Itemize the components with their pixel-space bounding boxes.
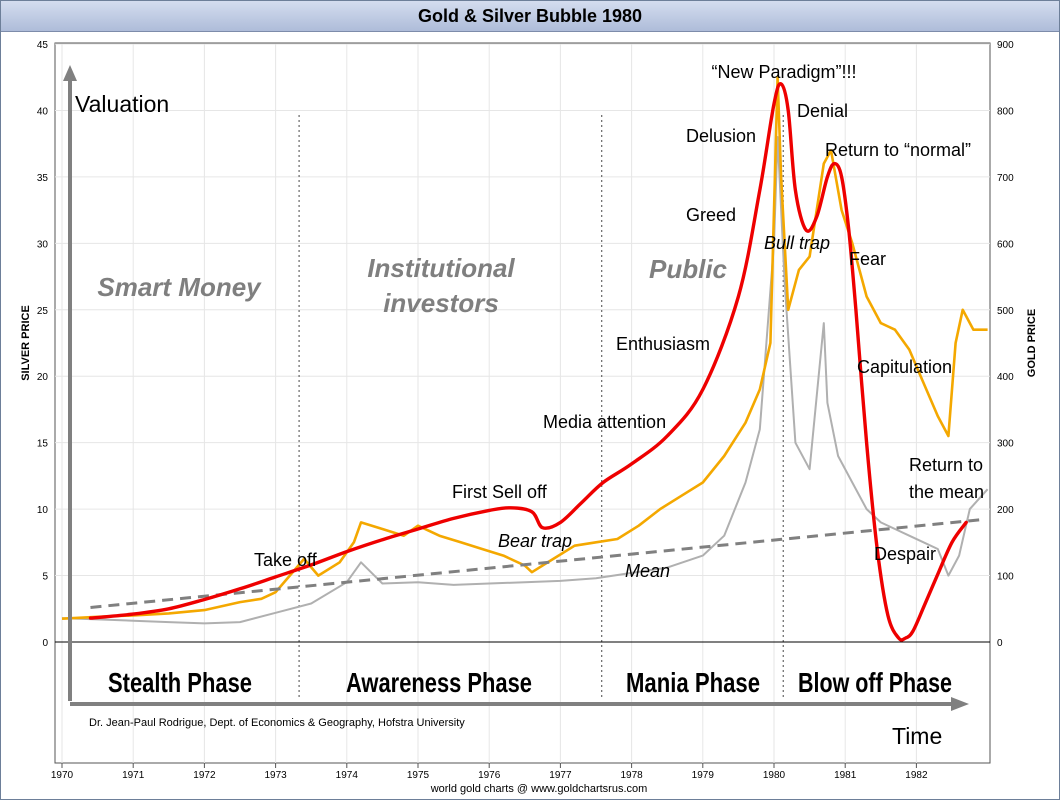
valuation-arrowhead (63, 65, 77, 81)
annotation-enthusiasm: Enthusiasm (616, 334, 710, 354)
y-right-tick-label: 500 (997, 306, 1014, 317)
x-tick-label: 1972 (193, 770, 216, 781)
y-right-tick-label: 700 (997, 173, 1014, 184)
y-left-tick-label: 15 (37, 439, 49, 450)
institutional-label: Institutional (367, 253, 515, 283)
source-footer: world gold charts @ www.goldchartsrus.co… (430, 783, 648, 795)
y-right-tick-label: 600 (997, 239, 1014, 250)
smart-money-label: Smart Money (97, 272, 262, 302)
y-left-tick-label: 5 (42, 572, 48, 583)
y-left-label: SILVER PRICE (20, 305, 32, 381)
annotation-the-mean: the mean (909, 482, 984, 502)
x-tick-label: 1974 (336, 770, 359, 781)
y-left-tick-label: 35 (37, 173, 49, 184)
title-bar: Gold & Silver Bubble 1980 (1, 1, 1059, 32)
y-right-tick-label: 400 (997, 372, 1014, 383)
x-tick-label: 1976 (478, 770, 501, 781)
y-right-tick-label: 100 (997, 572, 1014, 583)
y-left-tick-label: 20 (37, 372, 49, 383)
author-credit: Dr. Jean-Paul Rodrigue, Dept. of Economi… (89, 717, 465, 729)
x-tick-label: 1978 (620, 770, 643, 781)
annotation-media-attention: Media attention (543, 412, 666, 432)
y-left-tick-label: 0 (42, 638, 48, 649)
annotation-greed: Greed (686, 205, 736, 225)
annotation-bear-trap: Bear trap (498, 531, 572, 551)
time-arrowhead (951, 697, 969, 711)
annotation-return-normal: Return to “normal” (825, 140, 971, 160)
y-right-tick-label: 800 (997, 106, 1014, 117)
investors-label: investors (383, 288, 499, 318)
public-label: Public (649, 254, 728, 284)
y-right-tick-label: 200 (997, 505, 1014, 516)
y-right-tick-label: 300 (997, 439, 1014, 450)
chart-title: Gold & Silver Bubble 1980 (417, 5, 643, 26)
annotation-fear: Fear (849, 249, 886, 269)
mean-trend-line (90, 518, 981, 609)
x-tick-label: 1979 (692, 770, 715, 781)
annotation-bull-trap: Bull trap (764, 233, 830, 253)
x-tick-label: 1982 (905, 770, 928, 781)
phase-awareness: Awareness Phase (346, 667, 532, 698)
annotation-first-sell-off: First Sell off (452, 482, 548, 502)
y-right-tick-label: 900 (997, 40, 1014, 51)
x-tick-label: 1973 (264, 770, 287, 781)
y-left-tick-label: 40 (37, 106, 49, 117)
bubble-curve (88, 82, 968, 642)
annotation-new-paradigm: “New Paradigm”!!! (711, 62, 856, 82)
annotation-return-to: Return to (909, 455, 983, 475)
phase-stealth: Stealth Phase (108, 667, 252, 698)
annotation-despair: Despair (874, 544, 936, 564)
x-tick-label: 1975 (407, 770, 430, 781)
time-label: Time (892, 723, 942, 749)
x-tick-label: 1970 (51, 770, 74, 781)
annotation-take-off: Take off (254, 550, 318, 570)
annotation-denial: Denial (797, 101, 848, 121)
annotation-mean: Mean (625, 561, 670, 581)
annotation-capitulation: Capitulation (857, 357, 952, 377)
y-left-tick-label: 45 (37, 40, 49, 51)
gold-price-line (61, 75, 988, 620)
y-left-tick-label: 30 (37, 239, 49, 250)
x-tick-label: 1977 (549, 770, 572, 781)
phase-blowoff: Blow off Phase (798, 667, 952, 698)
annotation-delusion: Delusion (686, 126, 756, 146)
x-tick-label: 1980 (763, 770, 786, 781)
x-tick-label: 1981 (834, 770, 857, 781)
y-right-label: GOLD PRICE (1026, 309, 1038, 377)
series-layer (61, 75, 989, 642)
axis-ticks: 0 5 10 15 20 25 30 35 40 45 0 100 200 300 400 500 600 700… (37, 40, 1014, 781)
phase-divider-lines (298, 115, 784, 698)
phase-mania: Mania Phase (626, 667, 760, 698)
valuation-label: Valuation (75, 91, 169, 117)
silver-price-line (61, 136, 989, 625)
y-left-tick-label: 25 (37, 306, 49, 317)
x-tick-label: 1971 (122, 770, 145, 781)
y-right-tick-label: 0 (997, 638, 1003, 649)
y-left-tick-label: 10 (37, 505, 49, 516)
